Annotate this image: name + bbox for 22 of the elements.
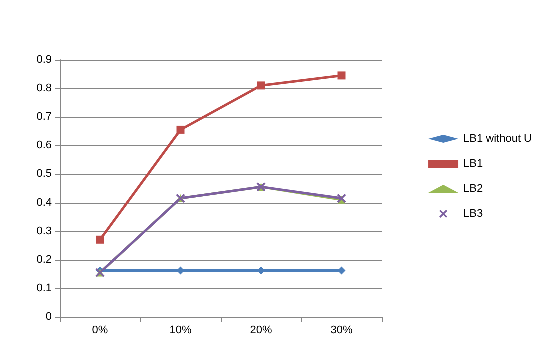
legend-label: LB3 <box>464 208 484 220</box>
y-tick-label: 0.9 <box>36 54 52 66</box>
y-tick-label: 0 <box>46 311 52 323</box>
x-tick-label: 20% <box>250 324 272 336</box>
legend-label: LB2 <box>464 183 484 195</box>
point <box>176 126 185 134</box>
y-tick-label: 0.3 <box>36 225 52 238</box>
y-tick-label: 0.1 <box>36 282 52 294</box>
x-tick-label: 10% <box>170 324 192 336</box>
point <box>96 236 104 244</box>
point <box>338 72 346 80</box>
x-tick-label: 30% <box>330 324 353 336</box>
y-tick-label: 0.7 <box>36 111 52 124</box>
y-tick-label: 0.5 <box>36 168 52 180</box>
y-tick-label: 0.8 <box>36 82 52 95</box>
x-tick-label: 0% <box>92 324 108 336</box>
y-tick-label: 0.4 <box>36 196 52 209</box>
legend-label: LB1 <box>464 158 484 170</box>
point <box>257 82 266 90</box>
y-tick-label: 0.2 <box>36 254 52 266</box>
legend-label: LB1 without U <box>464 133 532 145</box>
y-tick-label: 0.6 <box>36 140 52 152</box>
